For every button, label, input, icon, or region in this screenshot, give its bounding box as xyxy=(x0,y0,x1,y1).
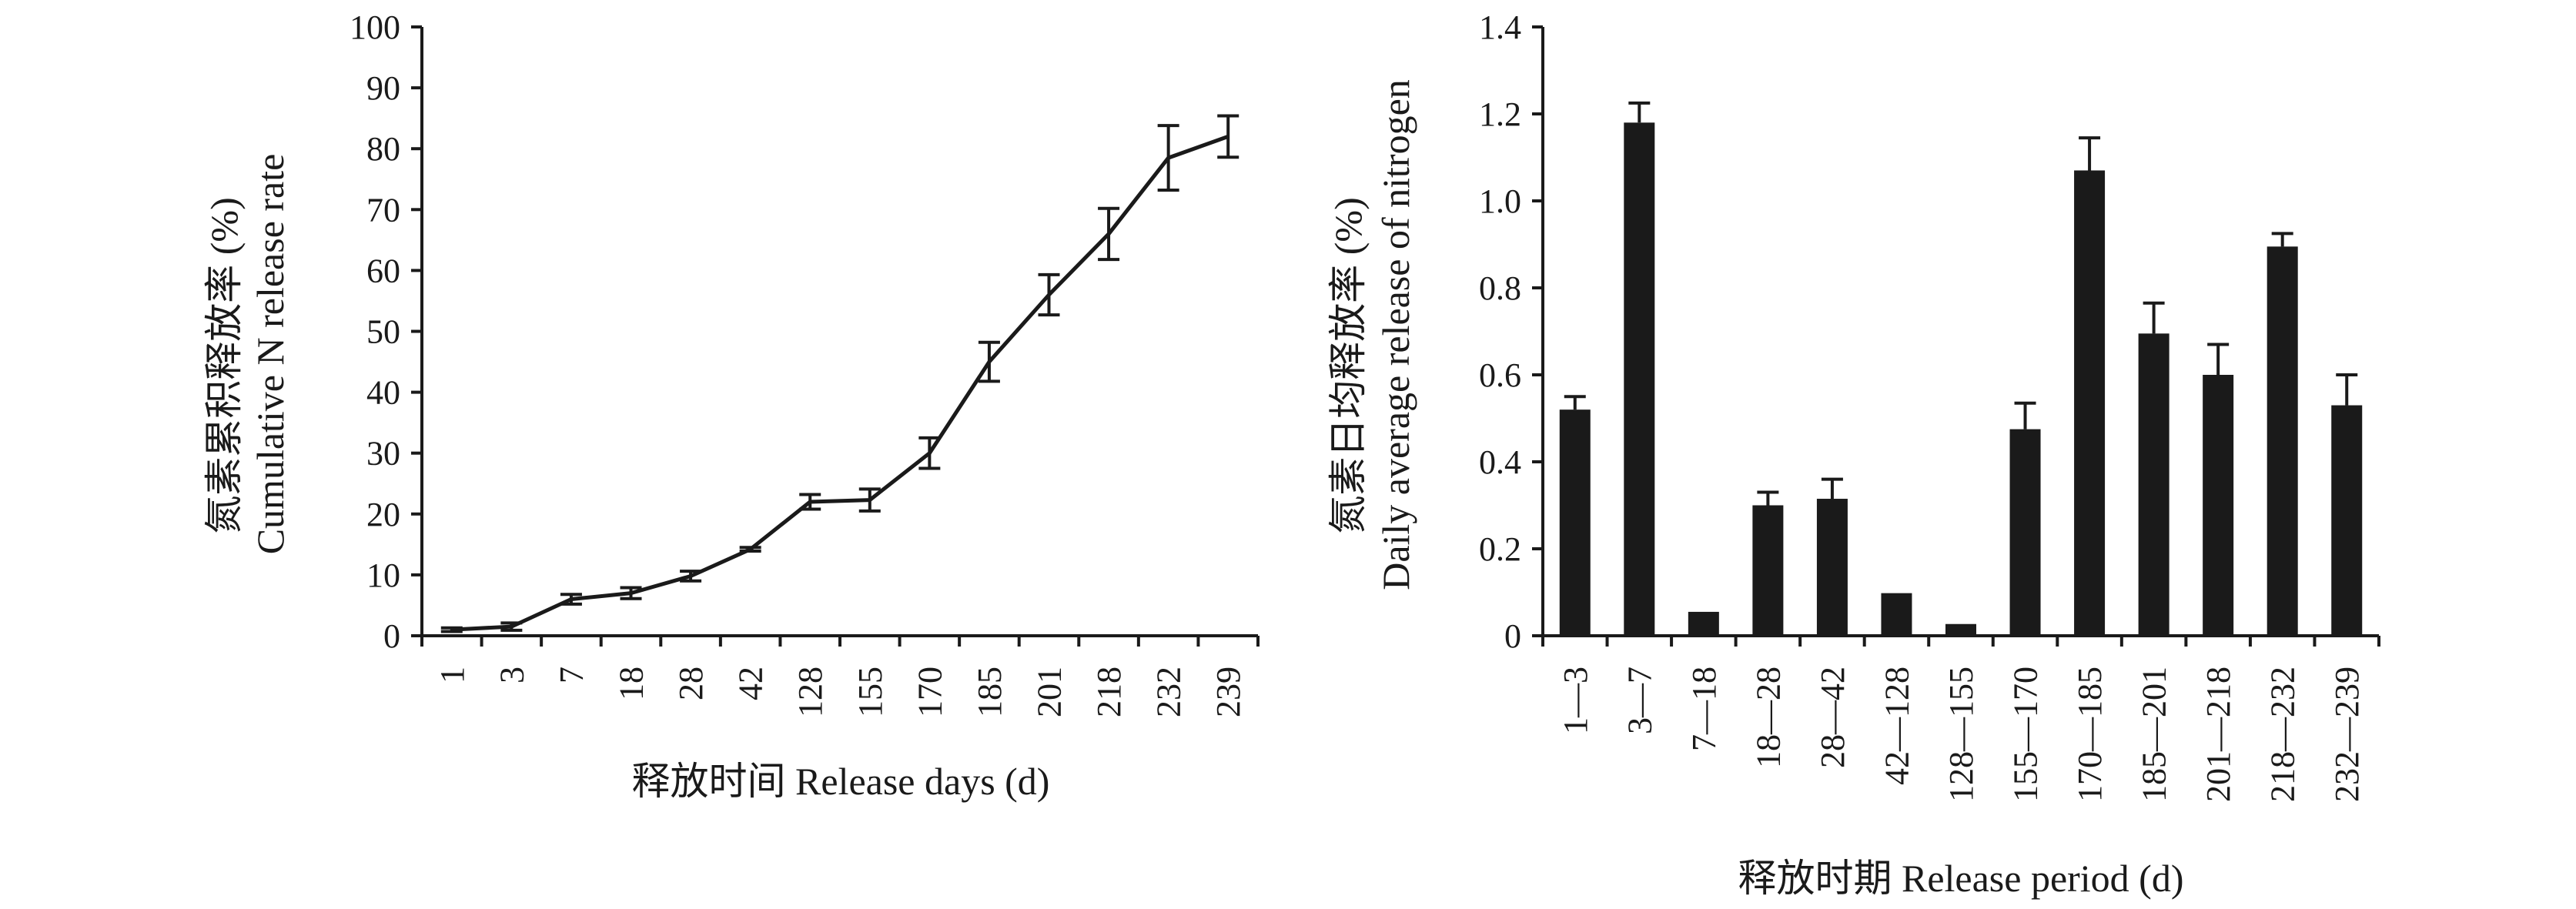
left-x-tick-label: 3 xyxy=(493,667,530,683)
left-y-tick-label: 40 xyxy=(366,374,400,412)
left-x-tick-label: 155 xyxy=(851,667,889,717)
left-y-ticks: 0 10 20 30 40 50 60 70 80 90 100 xyxy=(350,8,422,655)
right-x-tick-label: 201—218 xyxy=(2200,667,2237,802)
left-y-tick-label: 50 xyxy=(366,313,400,351)
right-x-tick-label: 3—7 xyxy=(1621,667,1658,734)
bar xyxy=(2331,405,2363,636)
left-y-axis-title-en: Cumulative N release rate xyxy=(249,154,292,555)
right-y-axis-title-en: Daily average release of nitrogen xyxy=(1374,79,1417,590)
right-x-tick-label: 18—28 xyxy=(1749,667,1787,768)
left-x-tick-label: 232 xyxy=(1150,667,1188,717)
bar xyxy=(1945,623,1976,636)
left-y-tick-label: 60 xyxy=(366,252,400,289)
right-y-ticks: 0 0.2 0.4 0.6 0.8 1.0 1.2 1.4 xyxy=(1479,8,1543,655)
bar xyxy=(1752,505,1784,636)
right-error-bar xyxy=(2207,343,2230,375)
right-x-tick-label: 42—128 xyxy=(1878,667,1915,785)
bar xyxy=(2267,246,2298,636)
left-x-tick-label: 1 xyxy=(433,667,471,683)
right-x-axis-title: 释放时期 Release period (d) xyxy=(1738,857,2183,900)
cumulative-release-series-line xyxy=(451,135,1229,632)
right-x-ticks: 1—3 3—7 7—18 18—28 28—42 42—128 128—155 155—170… xyxy=(1541,636,2380,802)
right-bars xyxy=(1559,122,2363,637)
right-error-bars xyxy=(1564,101,2358,506)
left-x-tick-label: 170 xyxy=(911,667,948,717)
bar xyxy=(1881,593,1912,636)
right-x-tick-label: 170—185 xyxy=(2071,667,2109,802)
left-x-tick-label: 128 xyxy=(791,667,829,717)
right-y-tick-label: 0.2 xyxy=(1479,530,1521,568)
right-x-tick-label: 155—170 xyxy=(2007,667,2045,802)
left-y-tick-label: 20 xyxy=(366,496,400,533)
left-y-tick-label: 10 xyxy=(366,556,400,594)
left-y-tick-label: 30 xyxy=(366,435,400,473)
bar xyxy=(2203,375,2234,636)
right-y-tick-label: 1.0 xyxy=(1479,182,1521,220)
right-y-tick-label: 0.8 xyxy=(1479,269,1521,307)
left-y-tick-label: 80 xyxy=(366,130,400,168)
left-error-bar xyxy=(1217,114,1239,159)
left-x-axis-title: 释放时间 Release days (d) xyxy=(632,760,1050,803)
right-error-bar xyxy=(2014,401,2036,429)
right-y-axis-title-zh: 氮素日均释放率 (%) xyxy=(1326,197,1370,533)
right-y-tick-label: 0.4 xyxy=(1479,443,1521,481)
left-y-tick-label: 0 xyxy=(383,617,400,655)
right-y-tick-label: 0 xyxy=(1504,617,1521,655)
left-x-tick-label: 201 xyxy=(1031,667,1069,717)
right-x-tick-label: 28—42 xyxy=(1814,667,1852,768)
right-error-bar xyxy=(1564,395,1586,410)
right-error-bar xyxy=(2143,301,2165,334)
right-x-tick-label: 232—239 xyxy=(2328,667,2366,802)
left-x-tick-label: 185 xyxy=(971,667,1009,717)
left-y-axis-title-zh: 氮素累积释放率 (%) xyxy=(202,197,246,533)
right-x-tick-label: 128—155 xyxy=(1942,667,1980,802)
right-error-bar xyxy=(2079,136,2101,171)
bar xyxy=(1688,611,1719,636)
right-x-tick-label: 1—3 xyxy=(1557,667,1594,734)
right-x-tick-label: 185—201 xyxy=(2136,667,2173,802)
cumulative-release-line-chart: 0 10 20 30 40 50 60 70 80 90 100 1 3 7 18 28 42 128 155 17… xyxy=(202,8,1260,803)
right-y-tick-label: 0.6 xyxy=(1479,356,1521,394)
right-x-tick-label: 218—232 xyxy=(2264,667,2302,802)
right-error-bar xyxy=(1757,490,1779,506)
right-error-bar xyxy=(1628,101,1651,123)
daily-average-release-bar-chart: 0 0.2 0.4 0.6 0.8 1.0 1.2 1.4 1—3 3—7 7—18 18—28 28… xyxy=(1326,8,2380,900)
bar xyxy=(1816,499,1848,636)
left-x-tick-label: 7 xyxy=(553,667,590,683)
left-y-tick-label: 100 xyxy=(350,8,400,46)
right-error-bar xyxy=(1821,477,1843,500)
bar xyxy=(1559,409,1591,636)
left-x-tick-label: 218 xyxy=(1090,667,1128,717)
right-error-bar xyxy=(2336,373,2358,406)
bar xyxy=(2138,333,2170,636)
bar xyxy=(1624,122,1655,637)
left-error-bars xyxy=(440,114,1239,633)
right-error-bar xyxy=(2271,232,2293,247)
bar xyxy=(2074,170,2106,636)
left-x-tick-label: 18 xyxy=(613,667,651,700)
right-x-tick-label: 7—18 xyxy=(1685,667,1723,751)
left-x-ticks: 1 3 7 18 28 42 128 155 170 185 201 218 232 239 xyxy=(420,636,1260,717)
left-y-tick-label: 90 xyxy=(366,69,400,107)
right-y-tick-label: 1.2 xyxy=(1479,95,1521,133)
left-x-tick-label: 28 xyxy=(672,667,710,700)
bar xyxy=(2009,429,2041,636)
left-x-tick-label: 42 xyxy=(732,667,770,700)
left-x-tick-label: 239 xyxy=(1209,667,1247,717)
right-y-tick-label: 1.4 xyxy=(1479,8,1521,46)
left-y-tick-label: 70 xyxy=(366,191,400,229)
